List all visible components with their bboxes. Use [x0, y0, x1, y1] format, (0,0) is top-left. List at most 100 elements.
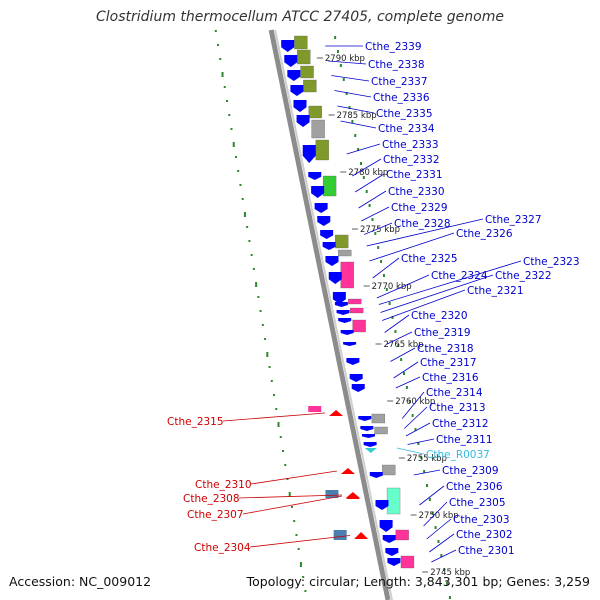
backbone-line: [268, 29, 391, 600]
dot-mark: [252, 268, 255, 270]
ruler-tick-label: 2760 kbp: [395, 397, 435, 407]
dot-mark: [359, 162, 362, 165]
forward-gene-arrow: [281, 40, 295, 52]
reverse-gene-arrow: [340, 468, 355, 474]
forward-gene-arrow: [317, 216, 331, 226]
dot-mark: [440, 554, 443, 557]
dot-mark: [243, 212, 246, 217]
dot-mark: [214, 30, 217, 32]
dot-mark: [241, 198, 244, 200]
forward-gene-arrow: [379, 520, 393, 532]
dot-mark: [290, 506, 293, 508]
forward-gene-arrow: [346, 358, 360, 365]
forward-gene-arrow: [363, 442, 377, 447]
dot-mark: [362, 176, 365, 179]
gene-label-line: [405, 422, 431, 437]
cog-block: [335, 234, 349, 249]
dot-mark: [345, 92, 348, 95]
gene-label: Cthe_2329: [391, 202, 448, 214]
forward-gene-arrow: [320, 230, 334, 239]
gene-label: Cthe_2302: [456, 529, 513, 541]
gene-label: Cthe_2308: [183, 493, 240, 505]
gene-label-line: [340, 120, 377, 129]
dot-mark: [397, 344, 400, 347]
ruler-tick-label: 2745 kbp: [430, 568, 470, 578]
gene-label: Cthe_2309: [442, 465, 499, 477]
gene-label-line: [328, 60, 367, 65]
dot-mark: [403, 372, 406, 375]
forward-gene-arrow: [340, 330, 354, 335]
gene-label: Cthe_2332: [383, 154, 440, 166]
gene-labels: Cthe_2339 Cthe_2338 Cthe_2337 Cthe_2336 Cthe…: [167, 41, 580, 563]
dot-mark: [382, 274, 385, 277]
gene-label-line: [404, 406, 428, 429]
gene-label-line: [431, 549, 457, 563]
gene-label: Cthe_2323: [523, 256, 580, 268]
dot-mark: [431, 512, 434, 515]
forward-gene-arrow: [336, 310, 350, 315]
dot-mark: [250, 254, 253, 256]
dot-mark: [357, 148, 360, 151]
gene-label-line: [372, 257, 400, 279]
accession-label: Accession: NC_009012: [9, 574, 152, 589]
gene-label: Cthe_2319: [414, 327, 471, 339]
dot-mark: [277, 422, 280, 427]
gene-label: Cthe_2322: [495, 270, 552, 282]
ruler-tick-label: 2775 kbp: [360, 225, 400, 235]
dot-mark: [351, 120, 354, 123]
genome-summary: Topology: circular; Length: 3,843,301 bp…: [246, 574, 590, 589]
gene-label: Cthe_2307: [187, 509, 244, 521]
gene-label: Cthe_2339: [365, 41, 422, 53]
dot-mark: [425, 484, 428, 487]
gene-label-line: [334, 90, 372, 98]
gene-label: Cthe_2324: [431, 270, 488, 282]
dot-mark: [228, 114, 231, 116]
dot-mark: [266, 352, 269, 357]
gene-label: Cthe_2304: [194, 542, 251, 554]
gene-label-line: [390, 347, 416, 362]
gene-label: Cthe_2318: [417, 343, 474, 355]
dot-mark: [282, 450, 284, 452]
dot-mark: [348, 106, 351, 109]
forward-gene-arrow: [385, 548, 399, 556]
dot-mark: [411, 414, 414, 417]
dot-mark: [295, 534, 298, 536]
dot-mark: [226, 100, 228, 102]
ruler-tick-label: 2750 kbp: [419, 511, 459, 521]
cog-block: [348, 298, 362, 305]
cog-block: [311, 119, 325, 139]
dot-mark: [297, 548, 300, 550]
reverse-gene-arrow: [346, 493, 361, 499]
dot-mark: [423, 470, 426, 473]
gene-label-line: [413, 469, 441, 476]
forward-gene-arrow: [290, 85, 304, 96]
dot-mark: [337, 50, 340, 53]
forward-gene-arrow: [328, 272, 342, 284]
gene-label: Cthe_2327: [485, 214, 542, 226]
forward-gene-arrow: [360, 426, 374, 431]
cog-block: [338, 249, 352, 257]
gene-label: Cthe_2320: [411, 310, 468, 322]
gene-label: Cthe_2306: [446, 481, 503, 493]
gene-label: Cthe_2321: [467, 285, 524, 297]
cog-blocks: [294, 35, 415, 569]
gene-label-line: [384, 314, 410, 333]
gene-label-line: [249, 535, 351, 548]
gene-label-line: [426, 518, 452, 540]
dot-mark: [339, 64, 342, 67]
forward-gene-arrow: [302, 145, 316, 163]
gene-label: Cthe_2333: [382, 139, 439, 151]
gene-label: Cthe_2305: [449, 497, 506, 509]
gene-label: Cthe_2313: [429, 402, 486, 414]
forward-gene-arrow: [332, 292, 346, 304]
ruler-tick-label: 2770 kbp: [372, 282, 412, 292]
cog-block: [400, 555, 415, 569]
gene-label-line: [366, 218, 484, 247]
gene-label-line: [396, 447, 425, 455]
dot-mark: [408, 400, 411, 403]
gene-label: Cthe_2331: [386, 169, 443, 181]
gene-label: Cthe_2326: [456, 228, 513, 240]
gene-label-line: [358, 190, 387, 209]
forward-gene-arrow: [387, 558, 401, 566]
gene-label-line: [382, 289, 466, 321]
